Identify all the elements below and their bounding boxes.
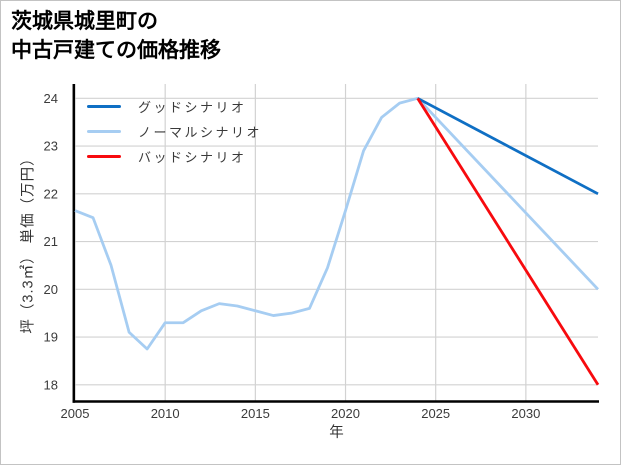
good-scenario-label: グッドシナリオ xyxy=(138,100,247,115)
y-tick-label: 21 xyxy=(44,234,58,249)
series-line-normal xyxy=(74,96,600,351)
legend-item-normal-scenario: ノーマルシナリオ xyxy=(87,119,262,144)
y-tick-label: 22 xyxy=(44,186,58,201)
y-tick-label: 23 xyxy=(44,139,58,154)
x-tick-label: 2030 xyxy=(511,406,540,421)
legend-item-good-scenario: グッドシナリオ xyxy=(87,94,262,119)
y-tick-label: 19 xyxy=(44,330,58,345)
x-tick-label: 2020 xyxy=(331,406,360,421)
bad-scenario-label: バッドシナリオ xyxy=(138,150,247,165)
chart-title-line-1: 茨城県城里町の xyxy=(11,10,158,33)
chart-title: 茨城県城里町の 中古戸建ての価格推移 xyxy=(11,7,221,65)
series-line-good xyxy=(417,97,599,196)
normal-scenario-line-swatch xyxy=(87,129,121,134)
chart-title-line-2: 中古戸建ての価格推移 xyxy=(11,39,221,62)
normal-scenario-label: ノーマルシナリオ xyxy=(138,125,263,140)
y-tick-label: 24 xyxy=(44,91,58,106)
legend: グッドシナリオ ノーマルシナリオ バッドシナリオ xyxy=(87,94,262,169)
good-scenario-line-swatch xyxy=(87,104,121,109)
series-line-bad xyxy=(416,97,600,386)
x-tick-label: 2005 xyxy=(61,406,90,421)
bad-scenario-line-swatch xyxy=(87,154,121,159)
y-tick-label: 20 xyxy=(44,282,58,297)
x-tick-label: 2015 xyxy=(241,406,270,421)
x-axis-label: 年 xyxy=(329,425,344,441)
y-tick-label: 18 xyxy=(44,377,58,392)
legend-item-bad-scenario: バッドシナリオ xyxy=(87,144,262,169)
x-tick-label: 2025 xyxy=(421,406,450,421)
x-tick-label: 2010 xyxy=(151,406,180,421)
y-axis-label: 坪（3.3㎡） 単価（万円） xyxy=(20,150,37,334)
